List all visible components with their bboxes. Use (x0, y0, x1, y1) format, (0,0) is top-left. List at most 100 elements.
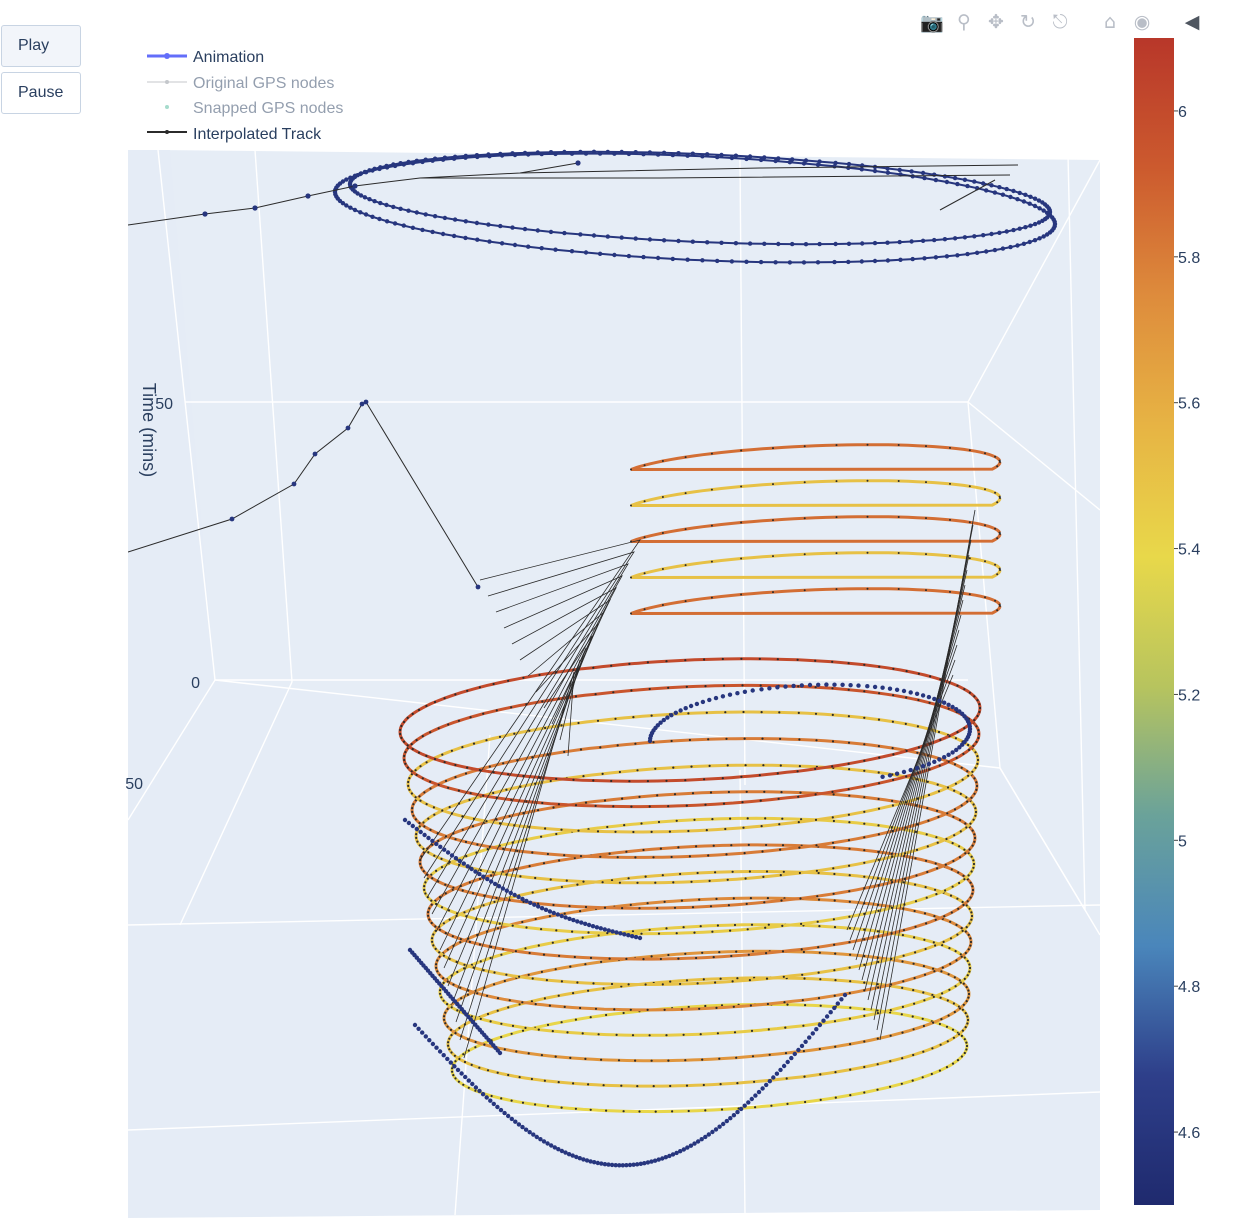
lap-point (440, 809, 443, 813)
home-icon[interactable]: ⌂ (1103, 11, 1117, 33)
lap-point (452, 1074, 455, 1077)
lap-point (454, 693, 457, 696)
lap-point (945, 1025, 949, 1028)
upper-oval-point (997, 185, 1002, 190)
lap-point (863, 822, 866, 825)
lap-point (422, 851, 425, 854)
upper-oval-point (974, 186, 980, 191)
lap-point (785, 977, 788, 980)
play-button[interactable]: Play (1, 25, 81, 67)
camera-view-icon[interactable]: ◉ (1133, 11, 1151, 33)
upper-oval-point (832, 164, 837, 169)
upper-oval-point (803, 242, 809, 247)
upper-oval-point (1004, 186, 1009, 192)
lap-point (814, 659, 817, 662)
upper-oval-point (700, 258, 705, 263)
lap-point (406, 766, 409, 769)
upper-oval-point (744, 259, 749, 264)
spiral-point (771, 1075, 776, 1080)
legend-item-snapped-gps[interactable]: Snapped GPS nodes (165, 100, 343, 117)
spiral-point (688, 1143, 694, 1148)
pan-icon[interactable]: ✥ (988, 11, 1004, 33)
lap-point (648, 1034, 651, 1037)
lap-point (939, 996, 942, 999)
lap-point (698, 1007, 701, 1010)
lap-point (438, 925, 441, 929)
lap-point (962, 982, 965, 985)
lap-point (768, 950, 771, 953)
spiral-point (586, 922, 592, 928)
lap-point (971, 888, 975, 892)
upper-oval-point (526, 244, 531, 249)
spiral-point (524, 898, 529, 904)
spiral-point (635, 1162, 640, 1167)
pause-button[interactable]: Pause (1, 72, 81, 114)
lap-line (406, 710, 980, 834)
lap-point (442, 954, 445, 957)
lap-point (454, 1060, 457, 1063)
lap-point (522, 774, 525, 778)
upper-oval-point (333, 187, 338, 192)
back-ring-point (684, 564, 687, 567)
lap-point (670, 855, 673, 859)
lap-point (446, 980, 449, 983)
lap-point (507, 679, 510, 682)
lap-point (759, 799, 762, 802)
upper-oval-point (363, 170, 369, 175)
upper-oval-point (815, 162, 821, 167)
spiral-point (606, 1162, 611, 1167)
lap-point (430, 921, 433, 925)
lap-point (914, 900, 918, 903)
turntable-rotation-icon[interactable]: ⎋ (1052, 11, 1068, 33)
spiral-point (480, 1092, 486, 1097)
lap-point (967, 948, 970, 951)
lap-point (969, 937, 972, 940)
upper-oval-point (1047, 211, 1052, 216)
lap-point (428, 907, 431, 910)
lap-point (444, 779, 448, 783)
lap-point (568, 803, 571, 807)
spiral-point (449, 853, 455, 858)
spiral-point (706, 1132, 711, 1137)
zoom-icon[interactable]: ⚲ (957, 11, 971, 33)
lap-point (956, 933, 959, 936)
spiral-point (681, 1147, 686, 1152)
spiral-point (652, 1158, 658, 1163)
lap-point (530, 1077, 534, 1081)
spiral-point (835, 1001, 840, 1006)
legend-item-original-gps[interactable]: Original GPS nodes (147, 75, 334, 92)
lap-point (429, 780, 432, 783)
legend-item-animation[interactable]: Animation (147, 49, 264, 66)
upper-oval-point (1036, 198, 1042, 203)
lap-point (444, 892, 447, 895)
lap-point (833, 943, 836, 946)
lap-point (471, 892, 475, 895)
lap-point (968, 825, 971, 829)
legend-item-interpolated-track[interactable]: Interpolated Track (147, 126, 322, 143)
spiral-point (901, 769, 907, 775)
lap-point (474, 1046, 477, 1049)
spiral-point (908, 767, 913, 773)
lap-point (891, 799, 894, 803)
spiral-point (488, 1040, 494, 1045)
orbit-rotation-icon[interactable]: ↻ (1020, 11, 1036, 33)
spiral-point (901, 688, 907, 694)
lap-point (953, 763, 957, 766)
lap-point (950, 868, 953, 871)
upper-oval-point (910, 174, 915, 179)
lap-point (923, 973, 927, 976)
plotly-logo-icon[interactable]: ◀ (1184, 11, 1200, 33)
lap-point (422, 821, 425, 824)
lap-point (498, 822, 502, 825)
lap-point (650, 714, 653, 717)
spiral-point (556, 1147, 561, 1152)
lap-point (629, 1008, 632, 1011)
lap-point (440, 906, 444, 909)
camera-icon[interactable]: 📷 (920, 11, 944, 34)
lap-point (433, 854, 436, 857)
lap-point (414, 799, 417, 802)
spiral-point (552, 1145, 557, 1150)
lap-point (594, 1007, 598, 1010)
gps-node (359, 401, 365, 407)
lap-point (427, 914, 430, 917)
